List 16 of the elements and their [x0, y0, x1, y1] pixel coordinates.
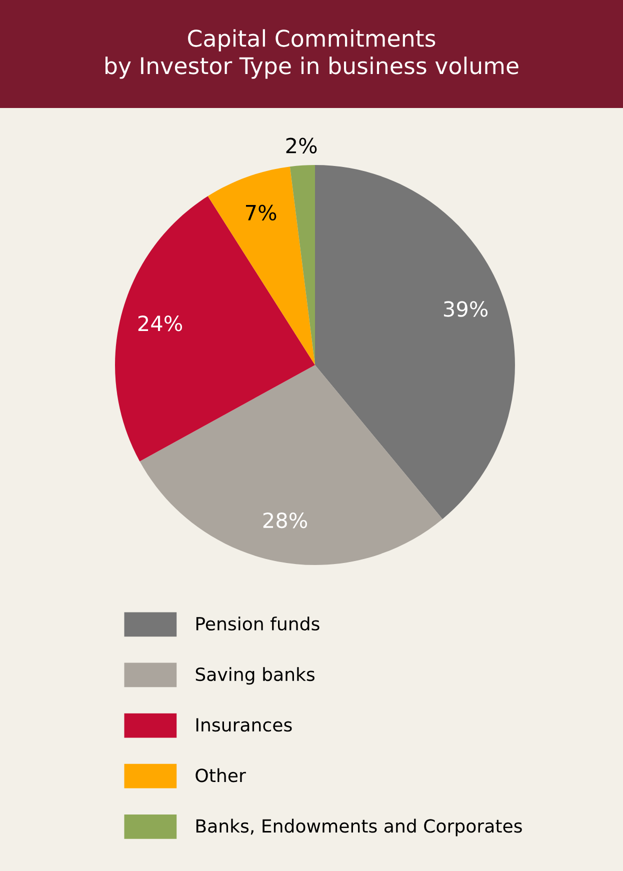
pie-slice — [290, 165, 315, 365]
data-label: 7% — [246, 204, 276, 221]
legend-label: Banks, Endowments and Corporates — [196, 818, 522, 836]
data-label: 39% — [444, 301, 488, 317]
pie-slice — [208, 166, 315, 365]
data-label: 2% — [286, 138, 317, 154]
legend-label: Other — [196, 768, 246, 782]
data-label: 28% — [263, 512, 308, 528]
legend-label: Saving banks — [196, 667, 314, 685]
legend-label: Insurances — [196, 718, 292, 732]
pie-slice — [315, 165, 515, 520]
legend-label: Pension funds — [196, 616, 320, 631]
pie-slice — [140, 365, 442, 565]
chart-title: Capital Commitments by Investor Type in business volume — [106, 29, 518, 79]
pie-slice — [115, 196, 315, 462]
data-label: 24% — [138, 315, 182, 332]
